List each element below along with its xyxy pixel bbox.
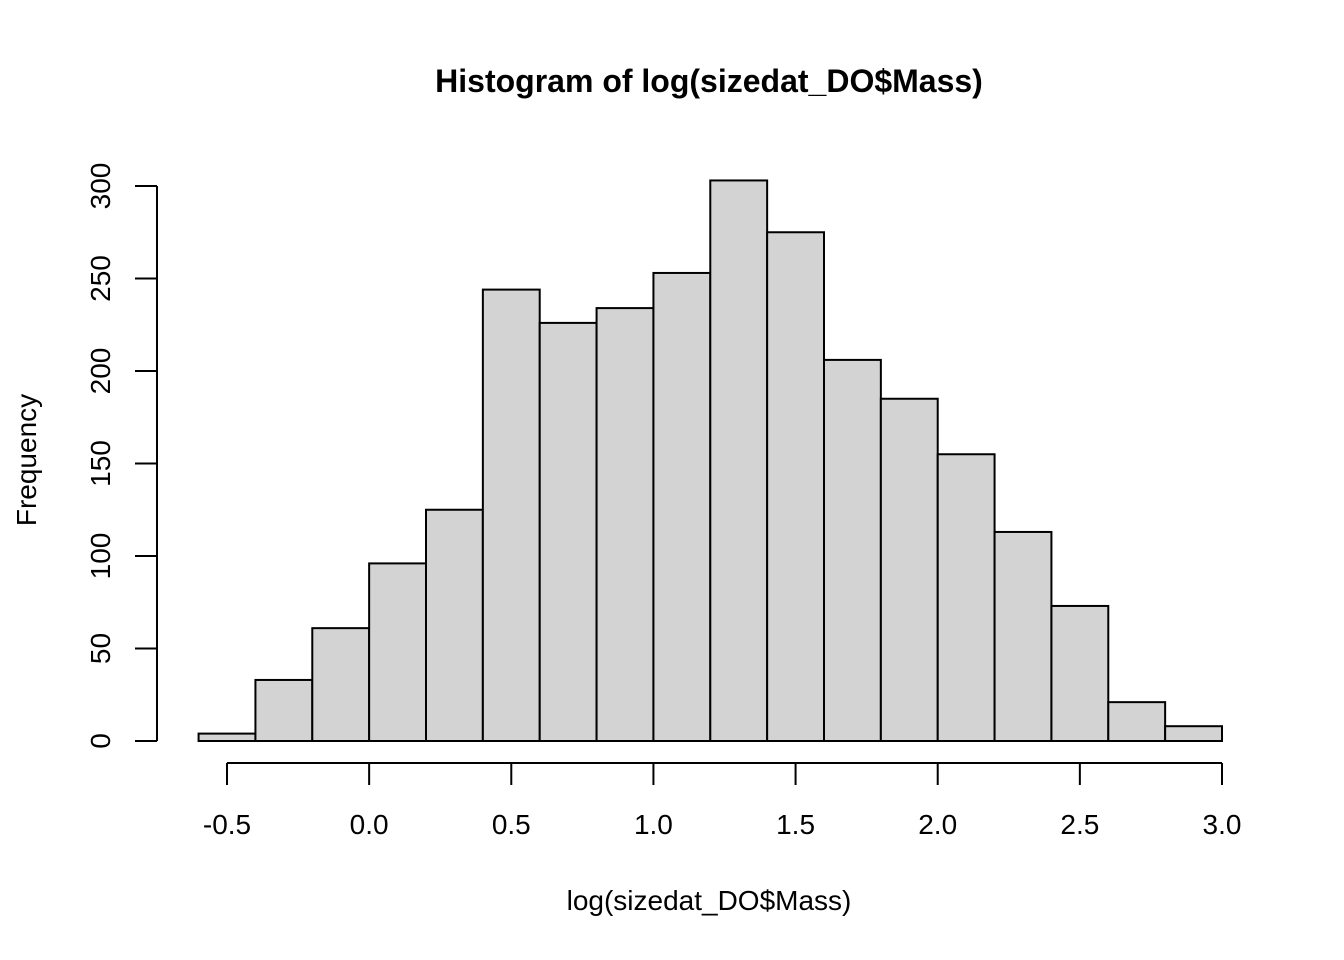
chart-title: Histogram of log(sizedat_DO$Mass) xyxy=(435,63,983,99)
histogram-bar-6 xyxy=(538,321,598,742)
y-axis-label: Frequency xyxy=(11,394,42,526)
histogram-bar-15 xyxy=(1050,604,1110,743)
histogram-bar-5 xyxy=(481,288,541,742)
histogram-bar-17 xyxy=(1164,725,1223,743)
histogram-bar-10 xyxy=(766,231,826,742)
histogram-bar-8 xyxy=(652,271,712,742)
y-axis: 0 50 100 150 200 250 300 xyxy=(85,163,158,749)
histogram-bar-2 xyxy=(311,627,371,743)
y-tick-label-4: 200 xyxy=(85,348,116,395)
y-tick-label-0: 0 xyxy=(85,733,116,749)
y-tick-label-5: 250 xyxy=(85,255,116,302)
histogram-bar-14 xyxy=(993,530,1053,743)
histogram-bar-13 xyxy=(936,453,996,742)
x-axis-label: log(sizedat_DO$Mass) xyxy=(567,885,852,916)
x-tick-label-3: 1.0 xyxy=(634,809,673,840)
x-tick-label-1: 0.0 xyxy=(350,809,389,840)
bars-group xyxy=(197,179,1223,743)
histogram-bar-1 xyxy=(254,678,314,743)
y-tick-label-2: 100 xyxy=(85,533,116,580)
histogram-bar-4 xyxy=(425,508,484,742)
x-axis: -0.5 0.0 0.5 1.0 1.5 2.0 2.5 3.0 xyxy=(203,762,1242,840)
histogram-bar-12 xyxy=(879,397,939,742)
y-tick-label-3: 150 xyxy=(85,440,116,487)
x-tick-label-0: -0.5 xyxy=(203,809,251,840)
histogram-bar-16 xyxy=(1107,701,1167,743)
x-tick-label-5: 2.0 xyxy=(918,809,957,840)
x-tick-label-7: 3.0 xyxy=(1203,809,1242,840)
x-tick-label-4: 1.5 xyxy=(776,809,815,840)
histogram-bar-7 xyxy=(595,307,655,742)
y-tick-label-1: 50 xyxy=(85,633,116,664)
histogram-bar-0 xyxy=(197,732,257,742)
y-tick-label-6: 300 xyxy=(85,163,116,210)
histogram-bar-11 xyxy=(823,358,882,742)
x-tick-label-6: 2.5 xyxy=(1060,809,1099,840)
histogram-bar-3 xyxy=(368,562,427,743)
x-tick-label-2: 0.5 xyxy=(492,809,531,840)
histogram-bar-9 xyxy=(709,179,769,742)
